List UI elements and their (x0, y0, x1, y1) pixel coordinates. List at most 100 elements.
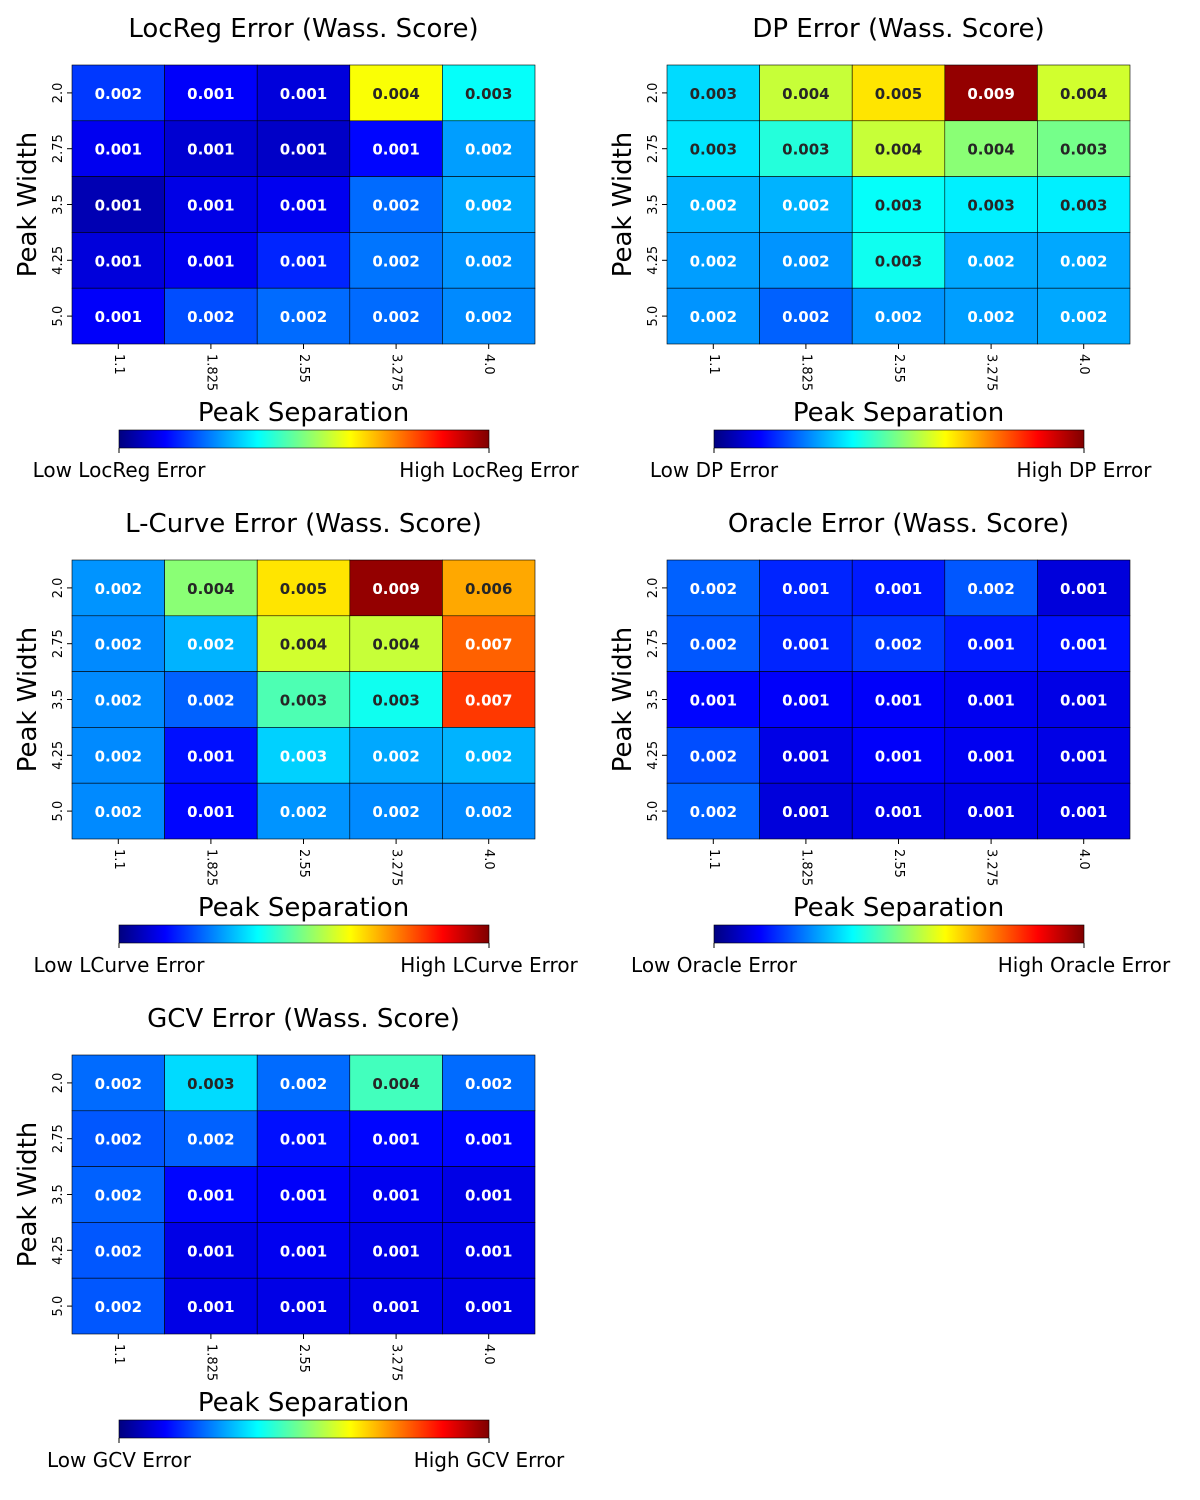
cell-value-label: 0.003 (875, 252, 922, 270)
cell-value-label: 0.002 (875, 636, 922, 654)
cell-value-label: 0.004 (875, 141, 922, 159)
cell-value-label: 0.005 (280, 580, 327, 598)
heatmap-cell (71, 287, 165, 345)
heatmap-cell (442, 615, 536, 672)
cell-value-label: 0.002 (95, 692, 142, 710)
heatmap-cell (349, 671, 443, 728)
cell-value-label: 0.004 (967, 141, 1014, 159)
heatmap-cell (944, 64, 1038, 122)
x-tick-label: 1.825 (203, 354, 218, 391)
heatmap-cell (71, 1110, 165, 1167)
cell-value-label: 0.002 (465, 803, 512, 821)
cell-value-label: 0.001 (782, 636, 829, 654)
x-tick-label: 3.275 (984, 354, 999, 391)
colorbar-high-label: High DP Error (1017, 458, 1153, 482)
heatmap-cell (442, 120, 536, 177)
heatmap-cell (1037, 671, 1131, 728)
heatmap-cell (442, 782, 536, 840)
cell-value-label: 0.002 (95, 803, 142, 821)
y-tick-label: 2.0 (51, 1073, 66, 1094)
x-tick-label: 4.0 (481, 1344, 496, 1365)
cell-value-label: 0.002 (372, 308, 419, 326)
heatmap-cell (256, 782, 351, 840)
cell-value-label: 0.004 (372, 85, 419, 103)
cell-value-label: 0.002 (967, 252, 1014, 270)
cell-value-label: 0.002 (95, 747, 142, 765)
heatmap-cell (442, 671, 536, 728)
colorbar (118, 1419, 490, 1439)
cell-value-label: 0.001 (875, 692, 922, 710)
cell-value-label: 0.002 (690, 636, 737, 654)
cell-value-label: 0.002 (372, 252, 419, 270)
cell-value-label: 0.001 (187, 1298, 234, 1316)
cell-value-label: 0.001 (465, 1242, 512, 1260)
y-tick-label: 5.0 (51, 306, 66, 327)
heatmap-cell (349, 232, 443, 289)
cell-value-label: 0.001 (782, 692, 829, 710)
cell-value-label: 0.003 (280, 692, 327, 710)
cell-value-label: 0.002 (95, 1187, 142, 1205)
cell-value-label: 0.002 (187, 692, 234, 710)
y-tick-label: 2.75 (646, 134, 661, 163)
cell-value-label: 0.002 (465, 252, 512, 270)
cell-value-label: 0.001 (875, 580, 922, 598)
cell-value-label: 0.003 (967, 197, 1014, 215)
cell-value-label: 0.009 (967, 85, 1014, 103)
cell-value-label: 0.002 (782, 252, 829, 270)
cell-value-label: 0.001 (1060, 692, 1107, 710)
heatmap-cell (349, 559, 443, 617)
cell-value-label: 0.001 (967, 803, 1014, 821)
heatmap-cell (71, 1277, 165, 1335)
cell-value-label: 0.001 (372, 141, 419, 159)
x-tick-label: 2.55 (296, 354, 311, 383)
heatmap-cell (1037, 727, 1131, 784)
x-tick-label: 2.55 (891, 849, 906, 878)
heatmap-cell (164, 615, 258, 672)
heatmap-cell (71, 1222, 165, 1279)
cell-value-label: 0.001 (1060, 580, 1107, 598)
cell-value-label: 0.001 (187, 252, 234, 270)
heatmap-cell (256, 287, 351, 345)
cell-value-label: 0.004 (1060, 85, 1107, 103)
colorbar (118, 429, 490, 449)
cell-value-label: 0.001 (967, 692, 1014, 710)
heatmap-cell (256, 1166, 351, 1223)
cell-value-label: 0.001 (95, 308, 142, 326)
cell-value-label: 0.002 (465, 141, 512, 159)
cell-value-label: 0.001 (187, 197, 234, 215)
cell-value-label: 0.003 (1060, 141, 1107, 159)
cell-value-label: 0.004 (372, 1075, 419, 1093)
y-tick-label: 2.75 (51, 1124, 66, 1153)
x-tick-label: 3.275 (389, 849, 404, 886)
y-axis-label: Peak Width (13, 1122, 43, 1268)
heatmap-cell (666, 287, 760, 345)
y-tick-label: 3.5 (51, 194, 66, 215)
cell-value-label: 0.004 (782, 85, 829, 103)
heatmap-cell (349, 1277, 443, 1335)
cell-value-label: 0.002 (465, 1075, 512, 1093)
y-tick-label: 2.0 (51, 578, 66, 599)
cell-value-label: 0.002 (782, 197, 829, 215)
heatmap-cell (349, 1166, 443, 1223)
y-tick-label: 4.25 (51, 246, 66, 275)
cell-value-label: 0.002 (280, 308, 327, 326)
heatmap-cell (442, 559, 536, 617)
cell-value-label: 0.004 (280, 636, 327, 654)
heatmap-cell (759, 727, 853, 784)
heatmap-cell (164, 232, 258, 289)
cell-value-label: 0.002 (690, 803, 737, 821)
cell-value-label: 0.001 (280, 197, 327, 215)
heatmap-cell (442, 1222, 536, 1279)
heatmap-cell (349, 782, 443, 840)
cell-value-label: 0.001 (95, 141, 142, 159)
cell-value-label: 0.001 (1060, 803, 1107, 821)
cell-value-label: 0.001 (187, 141, 234, 159)
cell-value-label: 0.001 (465, 1131, 512, 1149)
heatmap-cell (164, 782, 258, 840)
heatmap-cell (349, 64, 443, 122)
x-tick-label: 1.1 (111, 354, 126, 375)
cell-value-label: 0.001 (187, 1187, 234, 1205)
cell-value-label: 0.001 (372, 1242, 419, 1260)
chart-title: Oracle Error (Wass. Score) (728, 509, 1069, 539)
cell-value-label: 0.002 (95, 580, 142, 598)
